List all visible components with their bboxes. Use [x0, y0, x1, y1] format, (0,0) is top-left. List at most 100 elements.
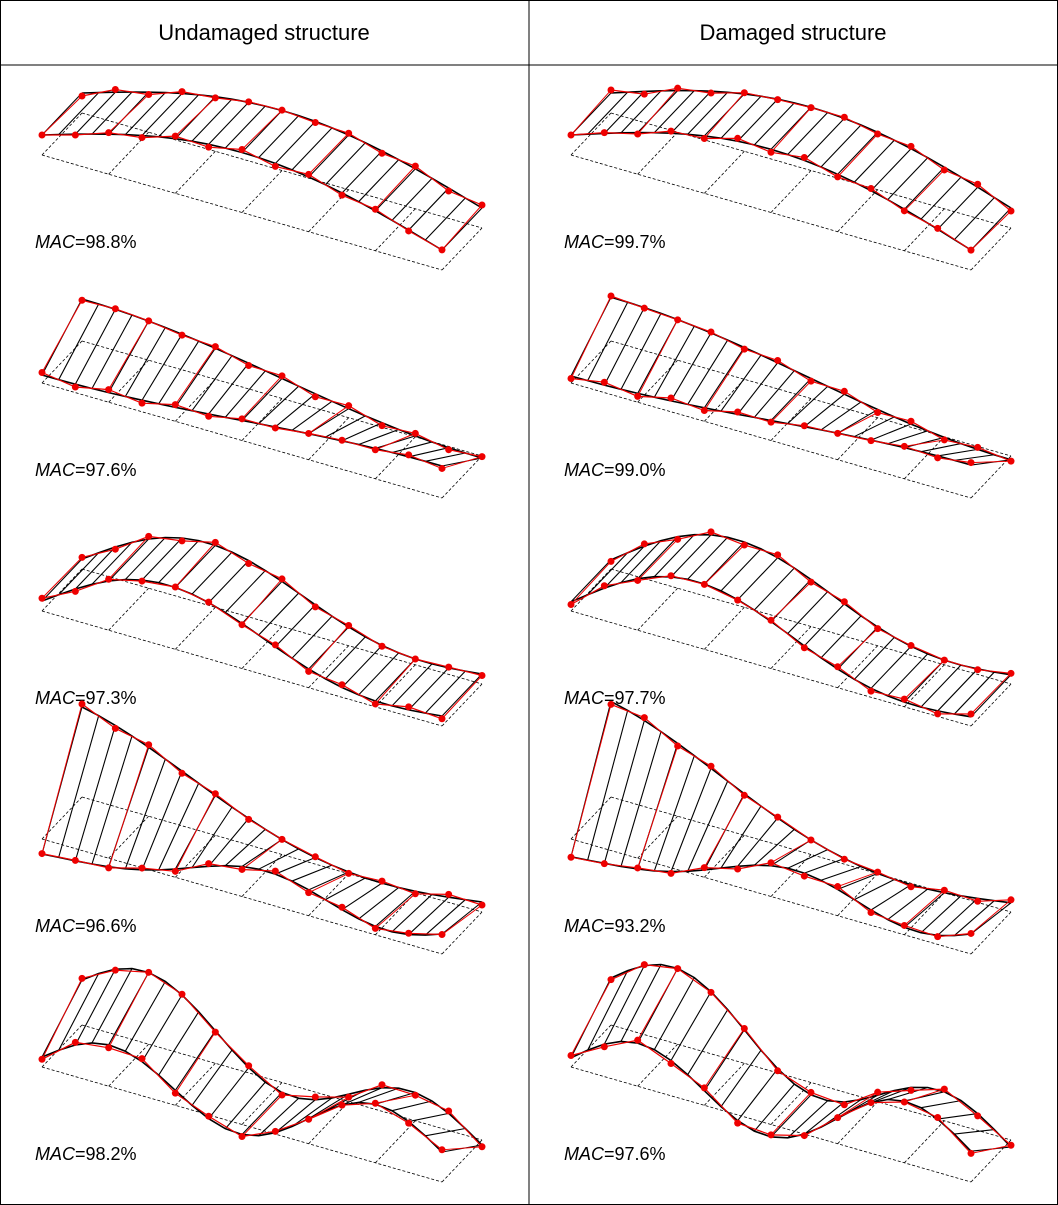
measured-rib: [838, 413, 878, 434]
sensor-point: [874, 1089, 881, 1096]
deformed-rib: [209, 102, 249, 144]
sensor-point: [801, 644, 808, 651]
deformed-rib: [938, 669, 978, 711]
sensor-point: [272, 1128, 279, 1135]
deformed-rib: [392, 664, 432, 706]
sensor-point: [768, 1131, 775, 1138]
mac-symbol: MAC: [35, 460, 76, 480]
sensor-point: [801, 873, 808, 880]
sensor-point: [205, 599, 212, 606]
undeformed-rib: [971, 228, 1011, 270]
deformed-rib: [921, 665, 961, 707]
mac-value: =98.2%: [75, 1144, 137, 1164]
sensor-point: [774, 357, 781, 364]
sensor-point: [345, 130, 352, 137]
sensor-point: [774, 1067, 781, 1074]
measured-rib: [42, 978, 82, 1059]
sensor-point: [72, 131, 79, 138]
sensor-point: [834, 173, 841, 180]
deformed-rib: [921, 444, 961, 452]
measured-rib: [971, 673, 1011, 714]
sensor-point: [741, 346, 748, 353]
deformed-rib: [571, 560, 611, 602]
sensor-point: [734, 135, 741, 142]
sensor-point: [841, 114, 848, 121]
sensor-point: [834, 883, 841, 890]
sensor-point: [934, 454, 941, 461]
sensor-point: [72, 857, 79, 864]
sensor-point: [179, 88, 186, 95]
mac-value: =93.2%: [604, 916, 666, 936]
deformed-rib: [738, 1069, 778, 1121]
sensor-point: [145, 741, 152, 748]
sensor-point: [808, 1089, 815, 1096]
sensor-point: [974, 666, 981, 673]
sensor-point: [774, 814, 781, 821]
sensor-point: [405, 227, 412, 234]
deformed-rib: [59, 304, 99, 380]
measured-rib: [42, 704, 82, 854]
sensor-point: [841, 856, 848, 863]
sensor-point: [379, 878, 386, 885]
deformed-rib: [275, 857, 315, 874]
deformed-rib: [125, 93, 165, 135]
mac-symbol: MAC: [35, 688, 76, 708]
sensor-point: [941, 166, 948, 173]
sensor-point: [212, 790, 219, 797]
deformed-rib: [938, 449, 978, 456]
deformed-rib: [604, 91, 644, 133]
sensor-point: [312, 853, 319, 860]
sensor-point: [272, 163, 279, 170]
deformed-rib: [821, 402, 861, 430]
deformed-rib: [375, 169, 415, 211]
measured-rib: [242, 579, 282, 625]
deformed-rib: [409, 1113, 449, 1121]
deformed-rib: [621, 91, 661, 133]
deformed-rib: [309, 409, 349, 434]
sensor-point: [345, 402, 352, 409]
deformed-rib: [671, 768, 711, 871]
deformed-rib: [92, 92, 132, 134]
sensor-point: [379, 150, 386, 157]
sensor-point: [1008, 1142, 1015, 1149]
sensor-point: [212, 343, 219, 350]
deformed-rib: [621, 732, 661, 867]
sensor-point: [412, 1092, 419, 1099]
sensor-point: [212, 539, 219, 546]
mac-value: =97.6%: [604, 1144, 666, 1164]
sensor-point: [212, 94, 219, 101]
sensor-point: [72, 588, 79, 595]
sensor-point: [874, 409, 881, 416]
measured-rib: [638, 969, 678, 1041]
deformed-rib: [888, 654, 928, 696]
sensor-point: [139, 578, 146, 585]
sensor-point: [708, 90, 715, 97]
sensor-point: [339, 904, 346, 911]
sensor-point: [179, 770, 186, 777]
sensor-point: [445, 1108, 452, 1115]
sensor-point: [901, 207, 908, 214]
deformed-rib: [671, 333, 711, 401]
measured-rib: [571, 296, 611, 379]
measured-rib: [971, 1145, 1011, 1153]
measured-rib: [838, 872, 878, 886]
deformed-rib: [125, 328, 165, 397]
measured-rib: [704, 795, 744, 867]
sensor-point: [339, 1102, 346, 1109]
sensor-point: [668, 128, 675, 135]
sensor-point: [239, 621, 246, 628]
sensor-point: [279, 107, 286, 114]
undeformed-rib: [242, 171, 282, 213]
sensor-point: [908, 1087, 915, 1094]
mac-label: MAC=98.8%: [35, 232, 137, 252]
sensor-point: [105, 576, 112, 583]
sensor-point: [634, 131, 641, 138]
deformed-rib: [921, 1101, 961, 1108]
sensor-point: [79, 297, 86, 304]
sensor-point: [239, 146, 246, 153]
deformed-rib: [442, 902, 482, 934]
undeformed-rib: [771, 171, 811, 213]
sensor-point: [801, 422, 808, 429]
deformed-rib: [59, 716, 99, 858]
sensor-point: [734, 865, 741, 872]
